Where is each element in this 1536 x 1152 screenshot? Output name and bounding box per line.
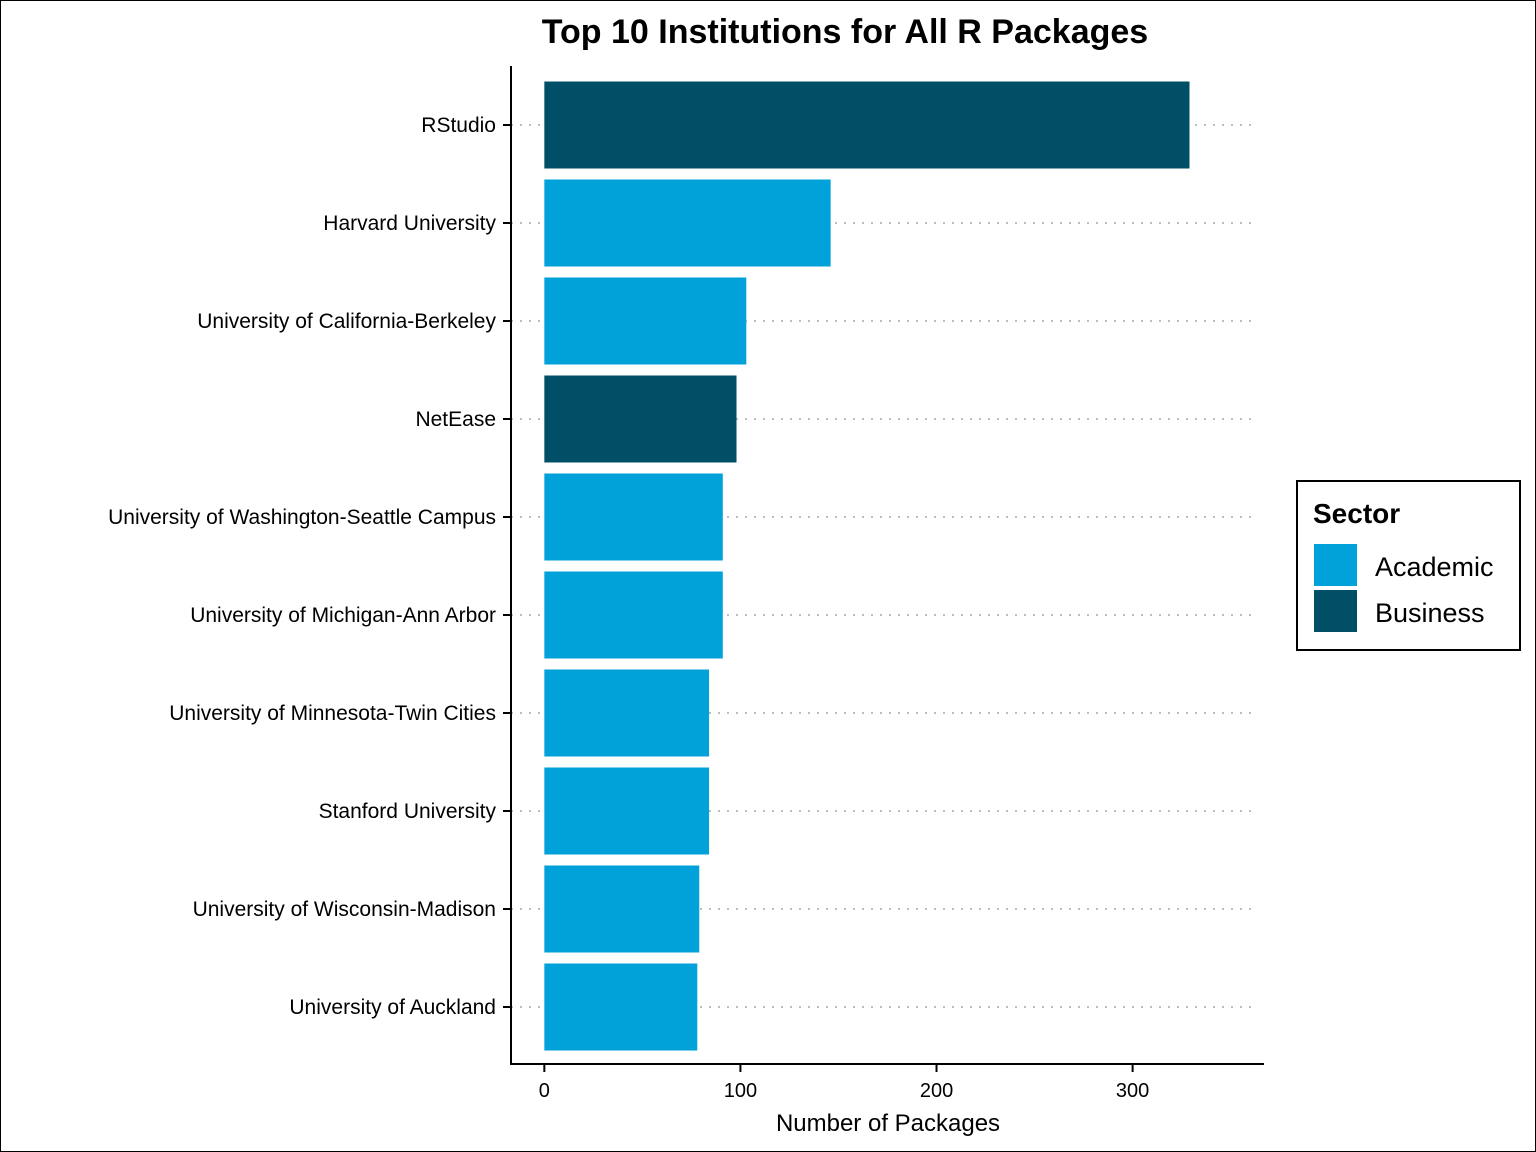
legend-label: Academic <box>1375 552 1494 582</box>
legend: Sector Academic Business <box>1296 480 1521 651</box>
category-label: University of Minnesota-Twin Cities <box>169 702 496 725</box>
x-axis: 0 100 200 300 <box>539 1064 1149 1102</box>
x-axis-title: Number of Packages <box>776 1110 1000 1137</box>
bar <box>544 375 737 463</box>
category-label: University of California-Berkeley <box>197 310 496 333</box>
category-label: University of Washington-Seattle Campus <box>108 506 496 529</box>
bar <box>544 865 700 953</box>
legend-title: Sector <box>1313 498 1400 529</box>
legend-swatch <box>1314 590 1357 632</box>
category-label: RStudio <box>421 114 496 137</box>
bar <box>544 179 831 267</box>
category-label: University of Wisconsin-Madison <box>193 898 496 921</box>
x-tick-label: 200 <box>920 1080 953 1102</box>
bar <box>544 81 1190 169</box>
category-label: NetEase <box>415 408 496 431</box>
legend-label: Business <box>1375 598 1485 628</box>
x-tick-label: 300 <box>1116 1080 1149 1102</box>
legend-swatch <box>1314 544 1357 586</box>
category-label: Stanford University <box>319 800 497 823</box>
bar <box>544 669 710 757</box>
y-axis-labels: RStudio Harvard University University of C… <box>108 114 511 1019</box>
category-label: University of Auckland <box>289 996 496 1019</box>
chart-title: Top 10 Institutions for All R Packages <box>542 13 1148 51</box>
bar <box>544 571 723 659</box>
bar <box>544 963 698 1051</box>
legend-items: Academic Business <box>1314 544 1494 632</box>
x-tick-label: 0 <box>539 1080 550 1102</box>
category-label: University of Michigan-Ann Arbor <box>190 604 496 627</box>
bars <box>544 81 1190 1051</box>
category-label: Harvard University <box>323 212 496 235</box>
bar <box>544 277 747 365</box>
x-tick-label: 100 <box>724 1080 757 1102</box>
bar <box>544 473 723 561</box>
bar <box>544 767 710 855</box>
